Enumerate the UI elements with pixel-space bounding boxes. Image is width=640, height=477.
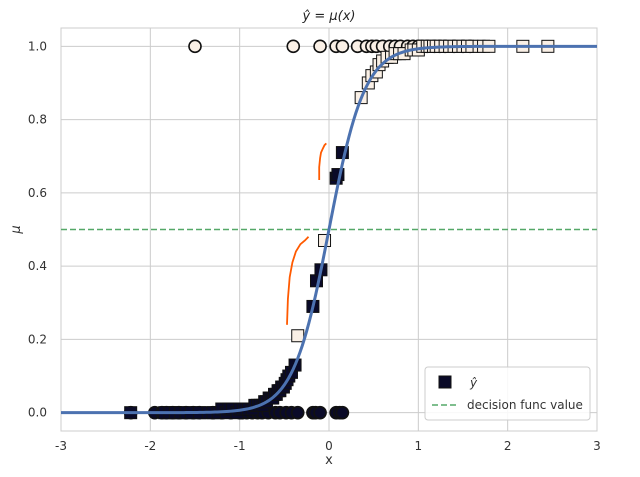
legend-label-decision: decision func value bbox=[467, 398, 583, 412]
data-point-circle bbox=[313, 39, 327, 54]
annotation-curve bbox=[318, 142, 327, 180]
y-tick-label: 0.2 bbox=[28, 332, 47, 346]
chart-title: ŷ = μ(x) bbox=[302, 9, 356, 24]
x-tick-label: -1 bbox=[234, 439, 246, 453]
x-tick-label: 0 bbox=[325, 439, 333, 453]
annotation-curves bbox=[286, 142, 327, 325]
legend-box bbox=[424, 366, 591, 421]
x-tick-label: 3 bbox=[593, 439, 601, 453]
legend-square-swatch bbox=[438, 375, 452, 389]
annotation-curve bbox=[286, 236, 310, 325]
x-tick-label: 1 bbox=[415, 439, 423, 453]
x-axis-label: x bbox=[325, 453, 333, 468]
y-tick-label: 0.8 bbox=[28, 113, 47, 127]
y-axis-label: μ bbox=[9, 225, 24, 234]
logistic-curve bbox=[61, 44, 597, 415]
tick-labels: -3 -2 -1 0 1 2 3 0.0 0.2 0.4 0.6 0.8 1.0 bbox=[28, 39, 601, 453]
x-tick-label: 2 bbox=[504, 439, 512, 453]
data-point-circle bbox=[335, 39, 350, 54]
data-point-circle bbox=[286, 39, 301, 54]
legend: ŷ decision func value bbox=[424, 366, 591, 421]
data-point-circle bbox=[290, 405, 305, 420]
data-point-circle bbox=[188, 39, 202, 54]
x-tick-label: -2 bbox=[144, 439, 156, 453]
y-tick-label: 1.0 bbox=[28, 39, 47, 53]
y-tick-label: 0.0 bbox=[28, 406, 47, 420]
y-tick-label: 0.4 bbox=[28, 259, 47, 273]
legend-label-yhat: ŷ bbox=[469, 376, 478, 390]
data-point-circle bbox=[335, 405, 350, 420]
x-tick-label: -3 bbox=[55, 439, 67, 453]
data-point-square bbox=[291, 329, 305, 343]
data-point-circle bbox=[313, 405, 327, 420]
y-tick-label: 0.6 bbox=[28, 186, 47, 200]
